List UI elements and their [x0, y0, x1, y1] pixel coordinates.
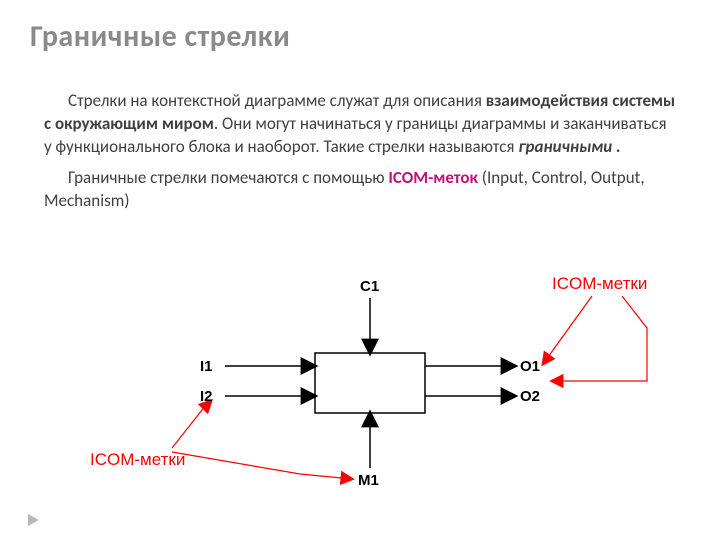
- label-o2: O2: [520, 388, 540, 405]
- slide-body: Стрелки на контекстной диаграмме служат …: [44, 90, 676, 221]
- slide-bullet-icon: [28, 514, 39, 526]
- paragraph-1: Стрелки на контекстной диаграмме служат …: [44, 90, 676, 159]
- slide-title: Граничные стрелки: [30, 18, 290, 55]
- p1-text-a: Стрелки на контекстной диаграмме служат …: [68, 90, 486, 111]
- label-i1: I1: [200, 358, 213, 375]
- p2-text-a: Граничные стрелки помечаются с помощью: [68, 167, 388, 188]
- diagram-svg: [0, 268, 720, 528]
- paragraph-2: Граничные стрелки помечаются с помощью I…: [44, 167, 676, 213]
- label-i2: I2: [200, 388, 213, 405]
- p1-italic: граничными .: [518, 136, 620, 157]
- label-o1: O1: [520, 358, 540, 375]
- annotation-icom-bottom: ICOM-метки: [90, 450, 185, 470]
- p2-magenta: ICOM-меток: [388, 167, 478, 188]
- annotation-icom-top: ICOM-метки: [552, 274, 647, 294]
- label-m1: M1: [358, 472, 379, 489]
- label-c1: C1: [360, 278, 379, 295]
- idef0-diagram: I1 I2 O1 O2 C1 M1 ICOM-метки ICOM-метки: [0, 268, 720, 528]
